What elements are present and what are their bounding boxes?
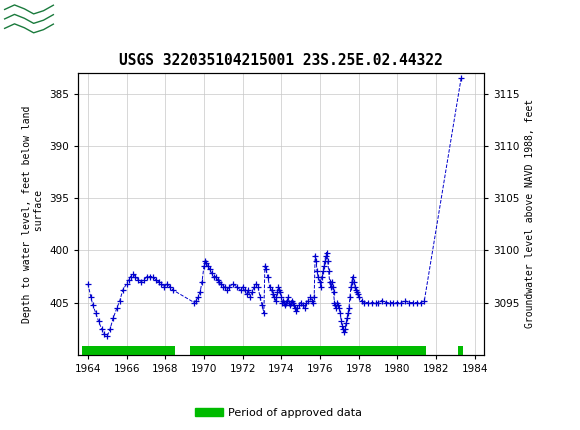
FancyBboxPatch shape [190, 347, 426, 355]
Text: USGS: USGS [61, 10, 101, 28]
Y-axis label: Depth to water level, feet below land
 surface: Depth to water level, feet below land su… [22, 105, 44, 322]
FancyBboxPatch shape [82, 347, 175, 355]
Legend: Period of approved data: Period of approved data [190, 403, 367, 422]
Bar [3, 2, 58, 36]
Y-axis label: Groundwater level above NAVD 1988, feet: Groundwater level above NAVD 1988, feet [525, 99, 535, 329]
Title: USGS 322035104215001 23S.25E.02.44322: USGS 322035104215001 23S.25E.02.44322 [119, 53, 443, 68]
FancyBboxPatch shape [458, 347, 463, 355]
